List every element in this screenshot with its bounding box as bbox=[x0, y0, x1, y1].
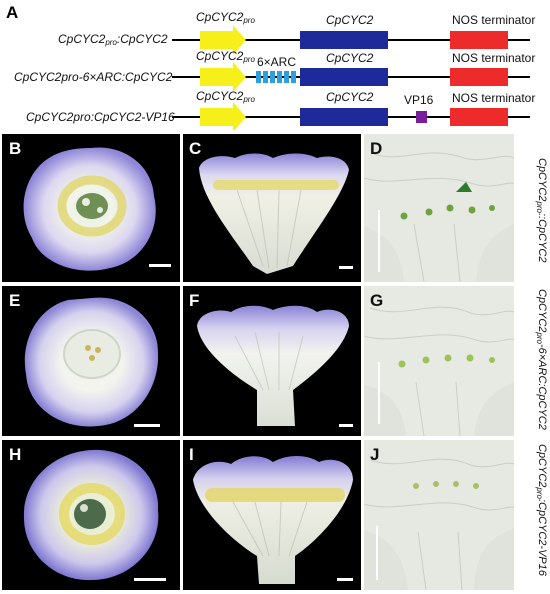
arc-label: 6×ARC bbox=[257, 55, 297, 69]
gene-box bbox=[300, 68, 388, 86]
row-label-2: CpCYC2pro-6×ARC:CpCYC2 bbox=[535, 289, 548, 430]
construct-row-1 bbox=[172, 25, 530, 55]
photo-f-corolla-opened: F bbox=[183, 286, 361, 436]
vp16-box bbox=[416, 111, 427, 123]
arc-elements bbox=[256, 71, 296, 83]
scale-bar bbox=[339, 424, 353, 427]
terminator-box bbox=[450, 31, 508, 49]
construct-name-1: CpCYC2pro:CpCYC2 bbox=[58, 32, 168, 47]
promoter-label-2: CpCYC2pro bbox=[196, 49, 255, 64]
gene-label-1: CpCYC2 bbox=[326, 13, 374, 27]
gene-box bbox=[300, 31, 388, 49]
photo-c-corolla-opened: C bbox=[183, 134, 361, 282]
promoter-label-1: CpCYC2pro bbox=[196, 10, 255, 25]
gene-label-3: CpCYC2 bbox=[326, 90, 374, 104]
promoter-label-3: CpCYC2pro bbox=[196, 89, 255, 104]
terminator-box bbox=[450, 108, 508, 126]
row-label-1: CpCYC2pro::CpCYC2 bbox=[535, 158, 548, 263]
construct-name-2: CpCYC2pro-6×ARC:CpCYC2 bbox=[14, 70, 173, 84]
vp16-label: VP16 bbox=[404, 93, 434, 107]
scale-bar bbox=[339, 266, 353, 269]
gene-label-2: CpCYC2 bbox=[326, 51, 374, 65]
panel-letter-e: E bbox=[9, 291, 21, 310]
scale-bar bbox=[337, 578, 353, 581]
scale-bar bbox=[378, 362, 380, 424]
scale-bar bbox=[149, 264, 171, 267]
photo-h-flower-front: H bbox=[2, 440, 180, 590]
panel-letter-a: A bbox=[6, 3, 19, 22]
panel-letter-f: F bbox=[189, 291, 200, 310]
photo-d-corolla-detail: D bbox=[364, 134, 514, 282]
construct-name-3: CpCYC2pro:CpCYC2-VP16 bbox=[26, 110, 175, 124]
gene-box bbox=[300, 108, 388, 126]
photo-e-flower-front: E bbox=[2, 286, 180, 436]
promoter-arrow bbox=[200, 62, 246, 92]
panel-letter-b: B bbox=[9, 139, 22, 158]
scale-bar bbox=[134, 578, 166, 581]
photo-j-corolla-detail: J bbox=[364, 440, 514, 590]
panel-letter-d: D bbox=[370, 139, 383, 158]
promoter-arrow bbox=[200, 25, 246, 55]
panel-letter-c: C bbox=[189, 139, 202, 158]
terminator-label-3: NOS terminator bbox=[452, 91, 536, 105]
photo-b-flower-front: B bbox=[2, 134, 180, 282]
scale-bar bbox=[376, 526, 378, 580]
scale-bar bbox=[378, 210, 380, 272]
panel-letter-i: I bbox=[189, 445, 194, 464]
panel-letter-j: J bbox=[370, 445, 380, 464]
terminator-label-2: NOS terminator bbox=[452, 51, 536, 65]
construct-row-2 bbox=[172, 62, 530, 92]
scale-bar bbox=[134, 424, 160, 427]
photo-g-corolla-detail: G bbox=[364, 286, 514, 436]
row-label-3: CpCYC2pro:CpCYC2-VP16 bbox=[535, 444, 548, 577]
construct-row-3 bbox=[172, 102, 530, 130]
panel-letter-h: H bbox=[9, 445, 22, 464]
terminator-label-1: NOS terminator bbox=[452, 13, 536, 27]
construct-diagram bbox=[172, 25, 530, 130]
promoter-arrow bbox=[200, 102, 246, 130]
terminator-box bbox=[450, 68, 508, 86]
photo-i-corolla-opened: I bbox=[183, 440, 361, 590]
panel-letter-g: G bbox=[370, 291, 384, 310]
